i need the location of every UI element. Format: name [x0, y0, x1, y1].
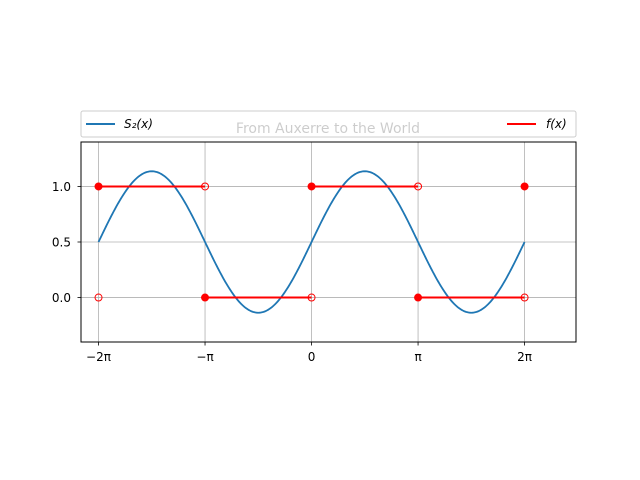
series-f-filled-point — [307, 182, 316, 191]
series-f-filled-point — [201, 293, 210, 302]
x-tick-label: 0 — [308, 350, 316, 364]
x-tick-label: π — [414, 350, 421, 364]
series-f-open-point — [520, 293, 529, 302]
x-tick-label: −π — [196, 350, 213, 364]
legend-box — [80, 110, 577, 138]
y-tick-label: 0.0 — [52, 291, 71, 305]
series-layer — [97, 170, 526, 314]
legend-label-s2: S₂(x) — [124, 117, 153, 131]
legend: S₂(x) f(x) — [80, 110, 577, 138]
series-f-open-point — [307, 293, 316, 302]
x-tick-label: −2π — [86, 350, 111, 364]
series-f-filled-point — [520, 182, 529, 191]
y-tick-label: 1.0 — [52, 180, 71, 194]
tick-layer: −2π −π 0 π 2π 0.0 0.5 1.0 — [52, 180, 532, 364]
series-f-open-point — [414, 182, 423, 191]
y-tick-label: 0.5 — [52, 236, 71, 250]
x-tick-label: 2π — [517, 350, 532, 364]
marker-layer — [94, 182, 529, 302]
legend-label-f: f(x) — [546, 117, 567, 131]
series-s2-line — [97, 170, 526, 314]
chart-title: From Auxerre to the World — [236, 121, 420, 137]
series-f-open-point — [94, 293, 103, 302]
series-f-filled-point — [94, 182, 103, 191]
series-f-filled-point — [414, 293, 423, 302]
series-f-open-point — [201, 182, 210, 191]
